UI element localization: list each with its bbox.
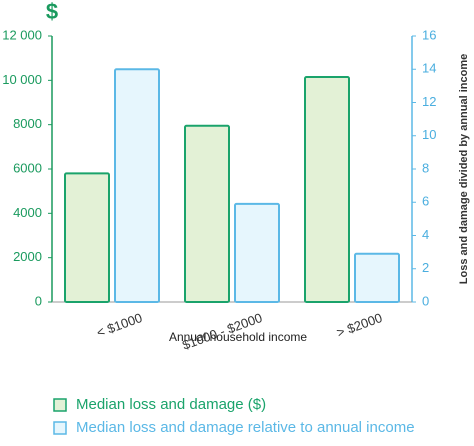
y-axis-label: $ (46, 0, 58, 24)
bar (354, 252, 400, 304)
y2-tick-label: 10 (422, 127, 436, 142)
legend-swatch (53, 421, 67, 435)
y-tick-label: 10 000 (2, 72, 42, 87)
legend-swatch (53, 398, 67, 412)
y-tick-label: 12 000 (2, 27, 42, 42)
y2-tick-label: 2 (422, 260, 429, 275)
x-axis-label: Annual household income (169, 330, 307, 344)
y-tick-label: 8000 (13, 116, 42, 131)
y-tick-label: 4000 (13, 205, 42, 220)
legend-label: Median loss and damage relative to annua… (76, 419, 415, 436)
bar (234, 202, 280, 304)
bar (304, 76, 350, 303)
bar (184, 124, 230, 304)
y2-tick-label: 6 (422, 194, 429, 209)
y-tick-label: 6000 (13, 160, 42, 175)
y2-tick-label: 8 (422, 160, 429, 175)
y2-tick-label: 12 (422, 94, 436, 109)
y2-tick-label: 4 (422, 227, 429, 242)
y-tick-label: 2000 (13, 249, 42, 264)
x-tick-label: > $2000 (335, 310, 385, 340)
y2-tick-label: 14 (422, 61, 436, 76)
legend-label: Median loss and damage ($) (76, 396, 266, 413)
y2-tick-label: 0 (422, 293, 429, 308)
y2-tick-label: 16 (422, 27, 436, 42)
x-tick-label: < $1000 (95, 310, 145, 340)
y2-axis-label: Loss and damage divided by annual income (458, 54, 470, 284)
bar (64, 172, 110, 303)
y-tick-label: 0 (35, 293, 42, 308)
bar (114, 68, 160, 303)
